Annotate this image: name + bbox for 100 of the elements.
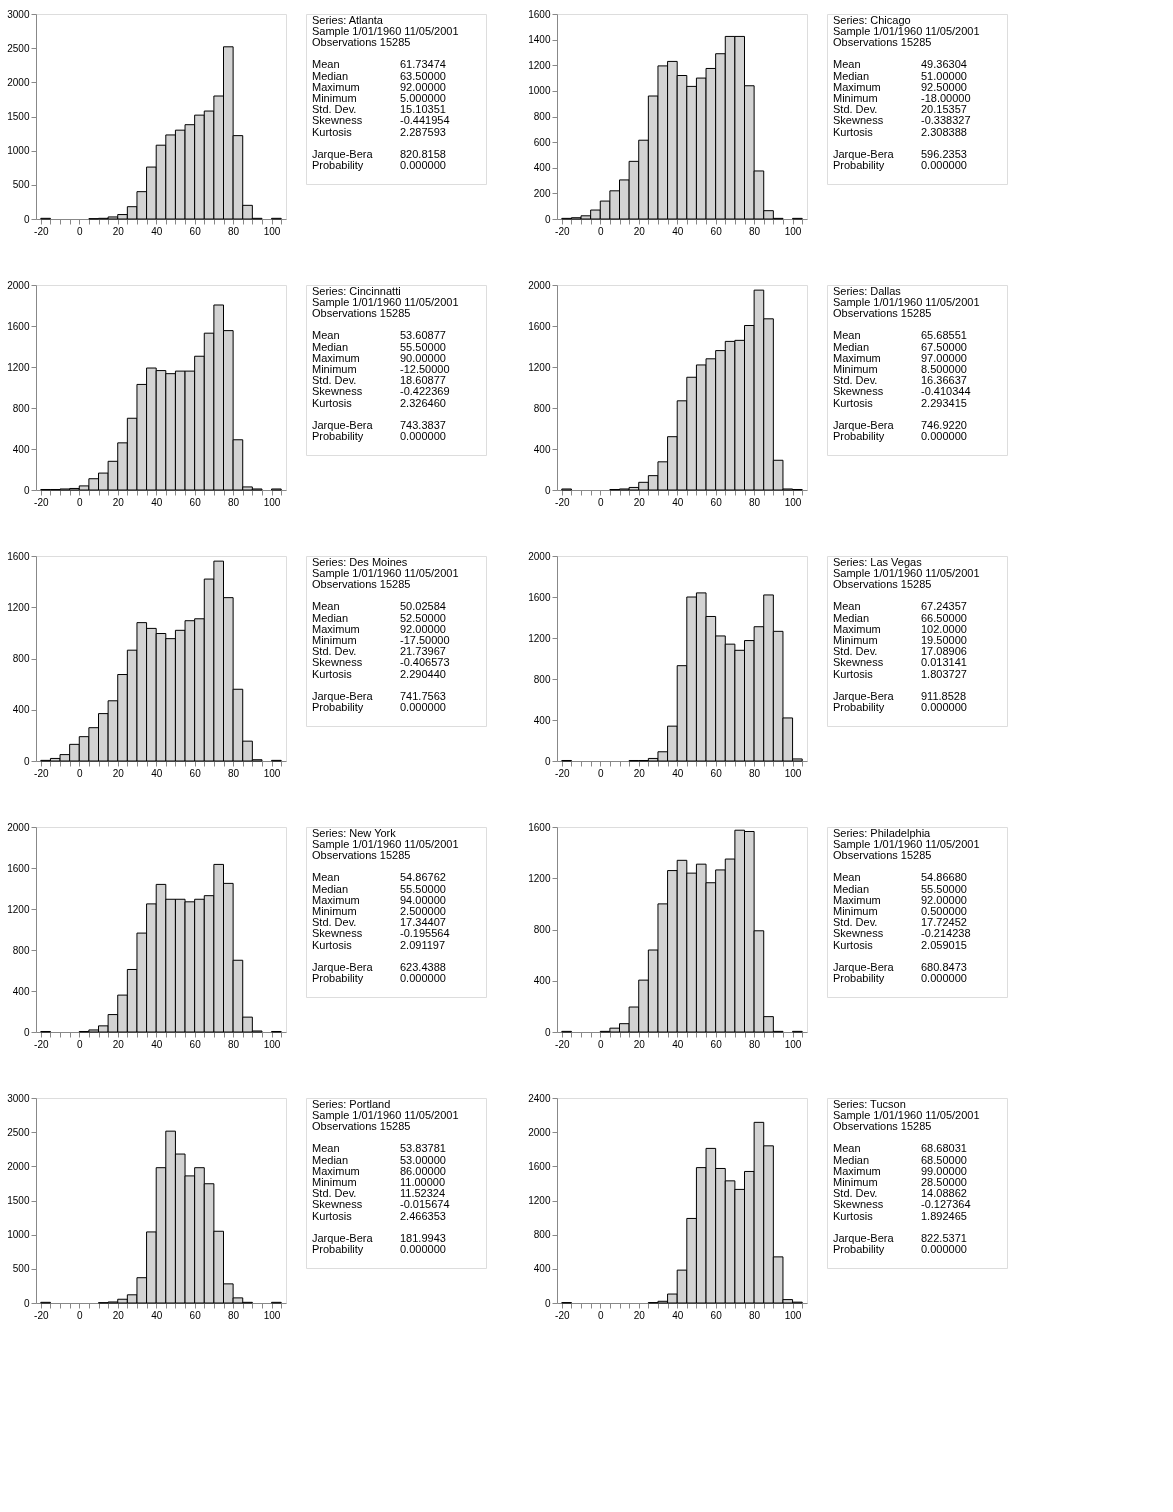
y-tick-label: 0 (23, 1297, 30, 1309)
text: Mean 50.02584 (312, 600, 446, 613)
text: Minimum -18.00000 (833, 92, 971, 104)
text: Maximum 92.50000 (833, 80, 967, 93)
text: Median 68.50000 (833, 1153, 967, 1166)
x-tick-label: 40 (151, 1309, 163, 1321)
text: Skewness -0.127364 (833, 1198, 971, 1211)
x-tick-label: 80 (749, 1309, 761, 1321)
text: Minimum -12.50000 (312, 363, 450, 375)
y-tick-label: 2000 (7, 279, 30, 291)
text: Jarque-Bera 911.8528 (833, 689, 967, 702)
y-tick-label: 1000 (7, 1229, 30, 1241)
text: Kurtosis 2.059015 (833, 938, 967, 951)
y-tick-label: 1600 (528, 591, 551, 603)
text: Jarque-Bera 680.8473 (833, 960, 967, 973)
x-tick-label: 40 (151, 1038, 163, 1050)
x-tick-label: 20 (112, 225, 125, 237)
x-tick-label: 0 (597, 496, 604, 508)
x-tick-label: 100 (263, 1038, 281, 1050)
text: Observations 15285 (312, 307, 411, 320)
text: Skewness -0.015674 (312, 1198, 450, 1211)
text: Series: Dallas (833, 284, 902, 297)
x-tick-label: 80 (228, 1309, 240, 1321)
y-tick-label: 0 (23, 755, 30, 767)
text: Maximum 92.00000 (312, 622, 446, 635)
text: Median 55.50000 (833, 882, 967, 895)
text: Maximum 102.0000 (833, 622, 967, 635)
x-tick-label: 40 (672, 1309, 684, 1321)
text: Series: Cincinnatti (312, 284, 401, 297)
text: Jarque-Bera 181.9943 (312, 1231, 446, 1244)
x-tick-label: 40 (672, 1038, 684, 1050)
text: Median 55.50000 (312, 882, 446, 895)
y-tick-label: 0 (544, 484, 551, 496)
text: Observations 15285 (312, 1120, 411, 1133)
text: Std. Dev. 20.15357 (833, 103, 967, 116)
y-tick-label: 3000 (7, 8, 30, 20)
text: Kurtosis 2.326460 (312, 396, 446, 409)
text: Kurtosis 2.293415 (833, 396, 967, 409)
y-tick-label: 2000 (528, 550, 551, 562)
text: Minimum 11.00000 (312, 1176, 446, 1188)
text: Minimum 28.50000 (833, 1176, 967, 1188)
y-tick-label: 2000 (7, 76, 30, 88)
text: Mean 53.83781 (312, 1142, 446, 1155)
text: Sample 1/01/1960 11/05/2001 (833, 295, 980, 308)
y-tick-label: 1200 (528, 872, 551, 884)
y-tick-label: 1400 (528, 34, 551, 46)
text: Mean 61.73474 (312, 58, 446, 71)
y-tick-label: 600 (533, 136, 551, 148)
x-tick-label: 60 (189, 496, 202, 508)
text: Series: Tucson (833, 1097, 906, 1110)
y-tick-label: 1600 (528, 320, 551, 332)
y-tick-label: 2500 (7, 1126, 30, 1138)
text: Median 51.00000 (833, 69, 967, 82)
text: Series: Atlanta (312, 13, 384, 26)
x-tick-label: 0 (597, 767, 604, 779)
y-tick-label: 1600 (7, 862, 30, 874)
text: Minimum 0.500000 (833, 905, 967, 917)
y-tick-label: 1200 (7, 361, 30, 373)
text: Mean 65.68551 (833, 329, 967, 342)
text: Std. Dev. 14.08862 (833, 1187, 967, 1200)
text: Kurtosis 2.290440 (312, 667, 446, 680)
text: Skewness -0.410344 (833, 385, 971, 398)
text: Mean 54.86680 (833, 871, 967, 884)
x-tick-label: -20 (555, 496, 570, 508)
text: Mean 53.60877 (312, 329, 446, 342)
y-tick-label: 2000 (528, 1126, 551, 1138)
x-tick-label: -20 (555, 1038, 570, 1050)
y-tick-label: 1000 (7, 145, 30, 157)
y-tick-label: 2400 (528, 1092, 551, 1104)
x-tick-label: 100 (784, 225, 802, 237)
x-tick-label: -20 (555, 225, 570, 237)
x-tick-label: 20 (633, 496, 646, 508)
x-tick-label: 80 (749, 1038, 761, 1050)
x-tick-label: 60 (710, 1309, 723, 1321)
text: Maximum 90.00000 (312, 351, 446, 364)
text: Maximum 92.00000 (833, 893, 967, 906)
text: Median 67.50000 (833, 340, 967, 353)
x-tick-label: 100 (784, 1309, 802, 1321)
text: Mean 54.86762 (312, 871, 446, 884)
x-tick-label: 100 (263, 767, 281, 779)
y-tick-label: 0 (23, 484, 30, 496)
text: Jarque-Bera 741.7563 (312, 689, 446, 702)
x-tick-label: 0 (597, 1309, 604, 1321)
text: Skewness -0.406573 (312, 656, 450, 669)
text: Minimum 19.50000 (833, 634, 967, 646)
x-tick-label: -20 (34, 225, 49, 237)
text: Kurtosis 2.466353 (312, 1209, 446, 1222)
text: Kurtosis 2.308388 (833, 125, 967, 138)
x-tick-label: 80 (749, 225, 761, 237)
text: Probability 0.000000 (312, 159, 446, 172)
x-tick-label: 100 (263, 496, 281, 508)
text: Median 55.50000 (312, 340, 446, 353)
text: Observations 15285 (833, 578, 932, 591)
y-tick-label: 1600 (528, 1160, 551, 1172)
text: Median 53.00000 (312, 1153, 446, 1166)
x-tick-label: 60 (710, 225, 723, 237)
y-tick-label: 1500 (7, 1195, 30, 1206)
x-tick-label: -20 (555, 1309, 570, 1321)
y-tick-label: 400 (533, 162, 551, 174)
text: Maximum 94.00000 (312, 893, 446, 906)
